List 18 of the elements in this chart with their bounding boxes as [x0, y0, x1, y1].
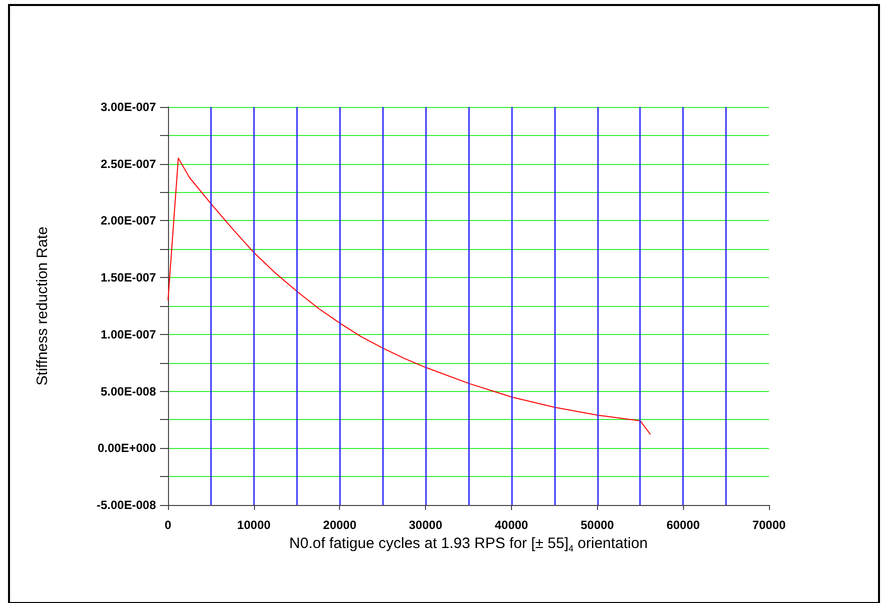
y-axis-title: Stiffness reduction Rate	[34, 226, 51, 386]
y-tick-label: 2.50E-007	[100, 156, 156, 171]
x-tick-label: 40000	[494, 518, 528, 532]
x-tick-label: 30000	[408, 518, 443, 532]
x-tick-label: 0	[164, 518, 172, 532]
y-tick-label: 1.00E-007	[100, 327, 156, 342]
y-tick-label: 1.50E-007	[100, 270, 156, 285]
line-series	[168, 158, 652, 435]
x-tick-label: 50000	[580, 518, 614, 532]
y-tick-label: -5.00E-008	[96, 498, 156, 512]
y-tick-label: 5.00E-008	[100, 384, 156, 398]
x-tick-label: 70000	[752, 518, 786, 532]
y-tick-label: 3.00E-007	[100, 100, 156, 114]
x-tick-label: 20000	[323, 518, 357, 532]
x-tick-label: 60000	[666, 518, 700, 532]
y-tick-label: 0.00E+000	[98, 441, 156, 456]
x-tick-label: 10000	[237, 518, 271, 532]
y-tick-label: 2.00E-007	[100, 214, 156, 228]
